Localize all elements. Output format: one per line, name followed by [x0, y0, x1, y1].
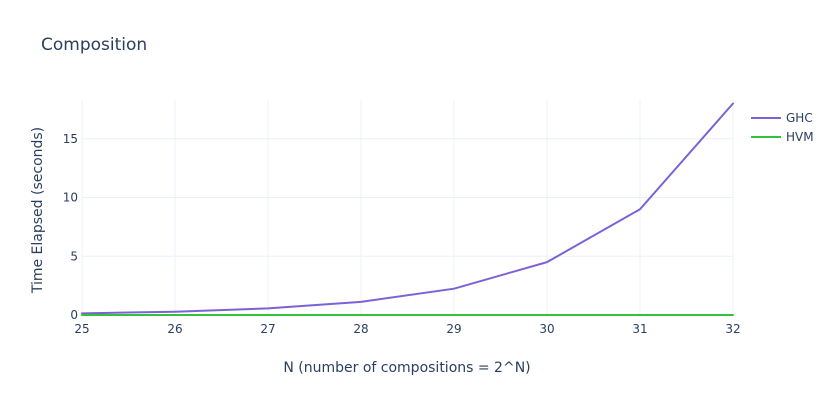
x-tick-label: 29 [446, 322, 461, 336]
grid-lines [81, 100, 734, 315]
y-tick-label: 10 [63, 191, 78, 205]
x-axis-title: N (number of compositions = 2^N) [283, 360, 530, 376]
y-tick-label: 15 [63, 132, 78, 146]
legend: GHC HVM [751, 111, 814, 144]
legend-label-ghc: GHC [786, 111, 813, 125]
legend-label-hvm: HVM [786, 130, 814, 144]
x-axis-ticks: 25 26 27 28 29 30 31 32 [74, 322, 740, 336]
x-tick-label: 27 [260, 322, 275, 336]
y-axis-title: Time Elapsed (seconds) [30, 127, 46, 294]
x-tick-label: 32 [725, 322, 740, 336]
y-tick-label: 0 [70, 308, 78, 322]
series-line-ghc [81, 102, 734, 315]
y-tick-label: 5 [70, 249, 78, 263]
x-tick-label: 30 [539, 322, 554, 336]
series-lines [81, 102, 734, 316]
x-tick-label: 31 [632, 322, 647, 336]
x-tick-label: 25 [74, 322, 89, 336]
x-tick-label: 26 [167, 322, 182, 336]
y-axis-ticks: 0 5 10 15 [63, 132, 78, 322]
chart-title: Composition [41, 35, 147, 55]
x-tick-label: 28 [353, 322, 368, 336]
